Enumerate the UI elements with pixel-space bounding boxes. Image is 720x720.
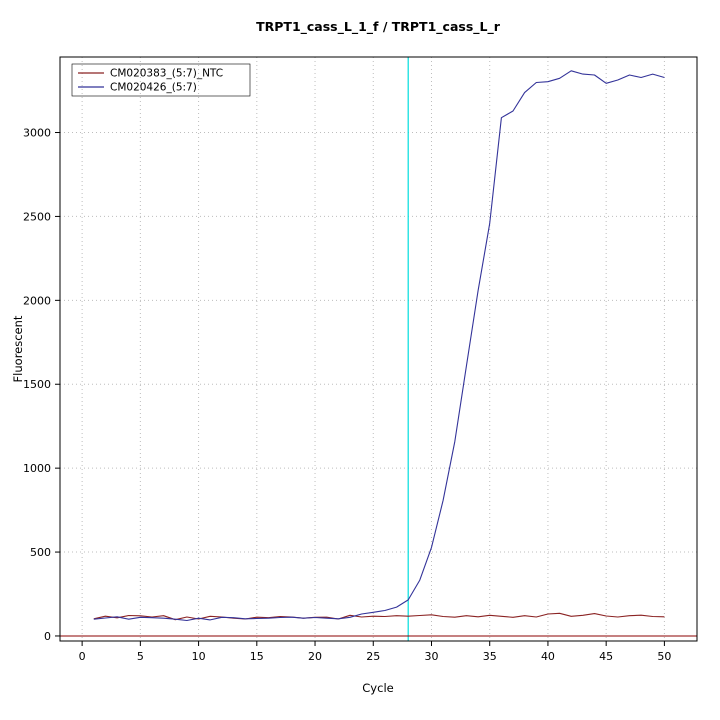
y-tick-label: 0 — [44, 630, 51, 643]
y-tick-label: 500 — [30, 546, 51, 559]
y-tick-label: 3000 — [23, 127, 51, 140]
y-tick-label: 2500 — [23, 210, 51, 223]
x-tick-label: 5 — [137, 650, 144, 663]
x-tick-label: 25 — [366, 650, 380, 663]
y-tick-label: 2000 — [23, 294, 51, 307]
x-tick-label: 10 — [192, 650, 206, 663]
y-tick-label: 1000 — [23, 462, 51, 475]
x-tick-label: 30 — [424, 650, 438, 663]
x-tick-label: 35 — [483, 650, 497, 663]
series-line-cm020426-5-7 — [93, 70, 665, 622]
plot-layer: 0 5 10 15 20 25 30 35 40 45 5005001000150020002500… — [23, 56, 698, 663]
legend-label-cm020426-5-7: CM020426_(5:7) — [110, 82, 197, 94]
y-axis-label: Fluorescent — [11, 315, 25, 382]
x-tick-label: 45 — [599, 650, 613, 663]
x-tick-label: 40 — [541, 650, 555, 663]
x-tick-label: 20 — [308, 650, 322, 663]
x-tick-label: 50 — [657, 650, 671, 663]
chart-title: TRPT1_cass_L_1_f / TRPT1_cass_L_r — [256, 19, 501, 35]
x-axis-label: Cycle — [362, 681, 393, 695]
series-line-cm020383-5-7-ntc — [93, 612, 665, 621]
x-tick-label: 0 — [79, 650, 86, 663]
x-tick-label: 15 — [250, 650, 264, 663]
plot-frame — [59, 56, 698, 642]
y-tick-label: 1500 — [23, 378, 51, 391]
legend-box — [71, 63, 251, 97]
legend-label-cm020383-5-7-ntc: CM020383_(5:7)_NTC — [110, 68, 223, 80]
